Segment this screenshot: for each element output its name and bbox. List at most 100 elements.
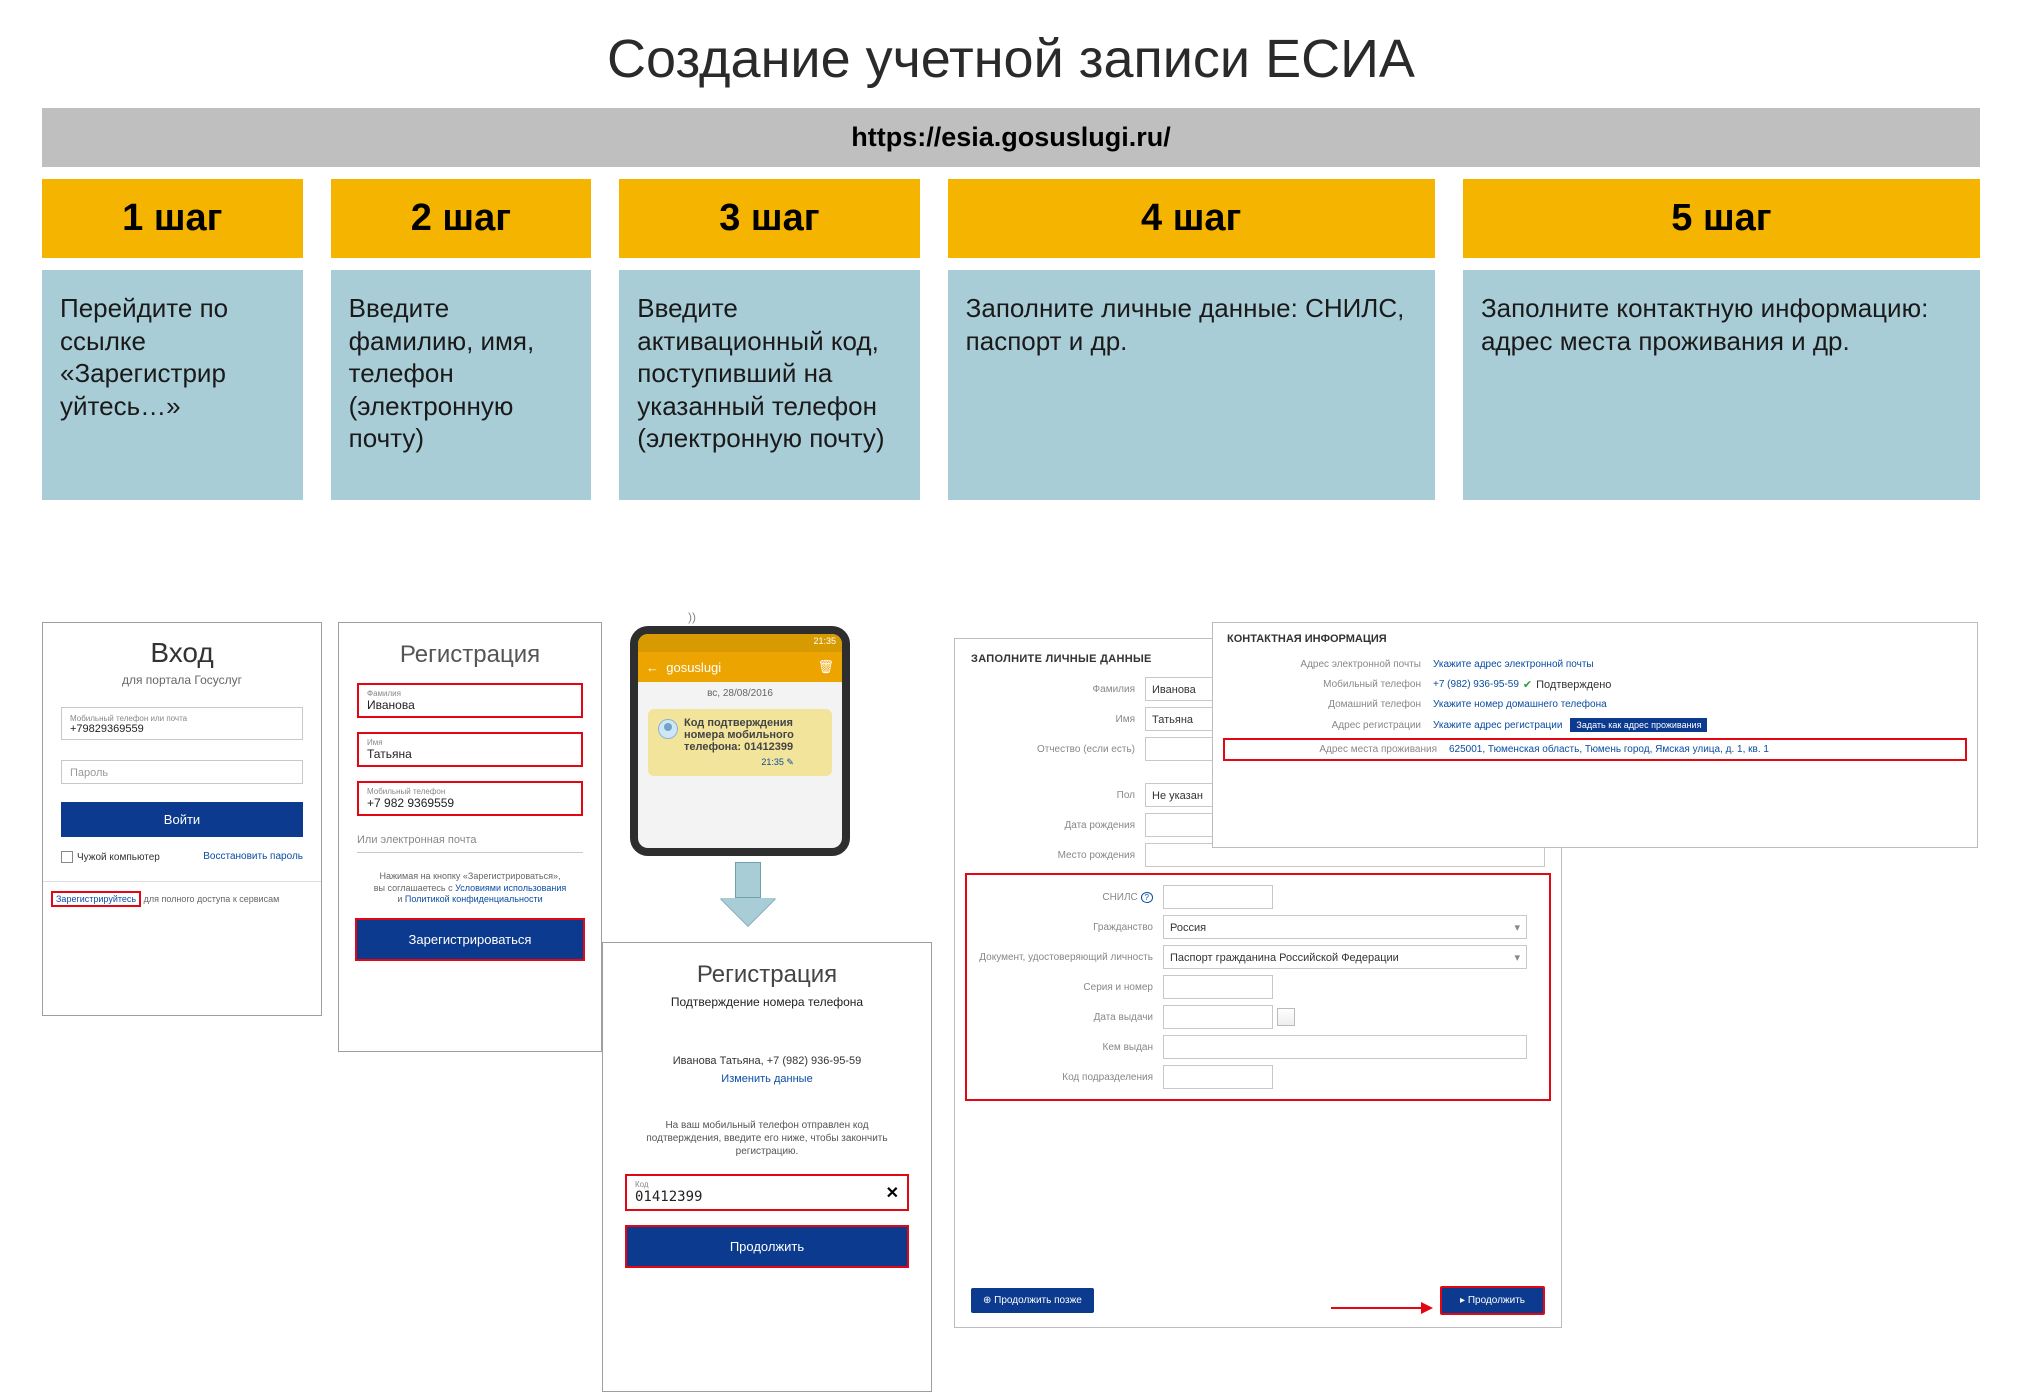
help-icon[interactable]: ? — [1141, 892, 1153, 903]
privacy-link[interactable]: Политикой конфиденциальности — [405, 894, 543, 904]
confirm-subtitle: Подтверждение номера телефона — [603, 995, 931, 1009]
f4-patronymic-label: Отчество (если есть) — [955, 744, 1145, 755]
login-phone-label: Мобильный телефон или почта — [70, 714, 294, 723]
f4-gender-label: Пол — [955, 790, 1145, 801]
step-5-header: 5 шаг — [1463, 179, 1980, 258]
legal-line1: Нажимая на кнопку «Зарегистрироваться», — [379, 871, 560, 881]
f4-highlight-block: СНИЛС ? ГражданствоРоссия Документ, удос… — [965, 873, 1551, 1101]
register-button[interactable]: Зарегистрироваться — [355, 918, 585, 961]
f5-liveaddr-link[interactable]: 625001, Тюменская область, Тюмень город,… — [1449, 744, 1769, 755]
phone-app-name: gosuslugi — [666, 660, 721, 675]
code-value: 01412399 — [635, 1189, 702, 1205]
login-phone-value: +79829369559 — [70, 723, 294, 735]
confirm-name: Иванова Татьяна, +7 (982) 936-95-59 — [603, 1055, 931, 1067]
f5-email-link[interactable]: Укажите адрес электронной почты — [1433, 659, 1594, 670]
clear-icon[interactable]: ✕ — [886, 1183, 899, 1203]
f5-home-label: Домашний телефон — [1213, 699, 1433, 710]
f4-issue-label: Дата выдачи — [973, 1012, 1163, 1023]
f4-issuedby-label: Кем выдан — [973, 1042, 1163, 1053]
f4-name-label: Имя — [955, 714, 1145, 725]
contact-info-form: КОНТАКТНАЯ ИНФОРМАЦИЯ Адрес электронной … — [1212, 622, 1978, 848]
login-footer: Зарегистрируйтесь для полного доступа к … — [51, 894, 313, 904]
back-icon[interactable]: ← gosuslugi — [646, 660, 721, 675]
f4-series-input[interactable] — [1163, 975, 1273, 999]
screenshots-area: Вход для портала Госуслуг Мобильный теле… — [42, 622, 1980, 1382]
phone-field[interactable]: Мобильный телефон +7 982 9369559 — [357, 781, 583, 816]
recover-password-link[interactable]: Восстановить пароль — [203, 851, 303, 863]
step-1-header: 1 шаг — [42, 179, 303, 258]
f5-mob-value[interactable]: +7 (982) 936-95-59 — [1433, 679, 1519, 690]
f5-email-label: Адрес электронной почты — [1213, 659, 1433, 670]
form5-header: КОНТАКТНАЯ ИНФОРМАЦИЯ — [1213, 623, 1977, 651]
trash-icon[interactable]: 🗑 — [817, 659, 834, 675]
f5-home-link[interactable]: Укажите номер домашнего телефона — [1433, 699, 1607, 710]
step-4-body: Заполните личные данные: СНИЛС, паспорт … — [948, 270, 1435, 500]
register-link[interactable]: Зарегистрируйтесь — [51, 891, 141, 907]
f5-mob-label: Мобильный телефон — [1213, 679, 1433, 690]
step-1-body: Перейдите по ссылке «Зарегистрир уйтесь…… — [42, 270, 303, 500]
calendar-icon[interactable] — [1277, 1008, 1295, 1026]
name-field[interactable]: Имя Татьяна — [357, 732, 583, 767]
f4-pob-label: Место рождения — [955, 850, 1145, 861]
f4-surname-label: Фамилия — [955, 684, 1145, 695]
sms-line2: номера мобильного — [684, 729, 794, 741]
sms-time: 21:35 ✎ — [684, 757, 794, 768]
sms-line3: телефона: 01412399 — [684, 741, 793, 753]
or-email-field[interactable]: Или электронная почта — [357, 834, 583, 853]
f4-citizen-select[interactable]: Россия — [1163, 915, 1527, 939]
set-as-residence-button[interactable]: Задать как адрес проживания — [1570, 718, 1707, 732]
legal-line2: вы соглашаетесь с — [374, 883, 455, 893]
registration-title: Регистрация — [339, 641, 601, 669]
arrow-down-icon — [720, 862, 776, 926]
f4-issue-input[interactable] — [1163, 1005, 1273, 1029]
phone-app-bar: ← gosuslugi 🗑 — [638, 652, 842, 682]
step-headers-row: 1 шаг 2 шаг 3 шаг 4 шаг 5 шаг — [42, 179, 1980, 258]
surname-field[interactable]: Фамилия Иванова — [357, 683, 583, 718]
register-tail: для полного доступа к сервисам — [141, 894, 279, 904]
registration-panel: Регистрация Фамилия Иванова Имя Татьяна … — [338, 622, 602, 1052]
legal-line3: и — [397, 894, 405, 904]
checkbox-icon — [61, 851, 73, 863]
step-bodies-row: Перейдите по ссылке «Зарегистрир уйтесь…… — [42, 270, 1980, 500]
terms-link[interactable]: Условиями использования — [455, 883, 566, 893]
f5-regaddr-link[interactable]: Укажите адрес регистрации — [1433, 720, 1562, 731]
f4-snils-input[interactable] — [1163, 885, 1273, 909]
step-2-body: Введите фамилию, имя, телефон (электронн… — [331, 270, 592, 500]
continue-button[interactable]: Продолжить — [625, 1225, 909, 1268]
login-title: Вход — [43, 637, 321, 669]
url-bar: https://esia.gosuslugi.ru/ — [42, 108, 1980, 167]
arrow-right-icon — [1331, 1307, 1431, 1309]
step-3-header: 3 шаг — [619, 179, 919, 258]
f4-dob-label: Дата рождения — [955, 820, 1145, 831]
f4-issuedby-input[interactable] — [1163, 1035, 1527, 1059]
f4-doc-label: Документ, удостоверяющий личность — [973, 952, 1163, 963]
name-label: Имя — [367, 738, 573, 747]
f4-dept-label: Код подразделения — [973, 1072, 1163, 1083]
login-password-placeholder: Пароль — [70, 767, 108, 779]
change-data-link[interactable]: Изменить данные — [603, 1073, 931, 1085]
phone-screen: 21:35 ← gosuslugi 🗑 вс, 28/08/2016 Код п… — [638, 634, 842, 848]
f4-doc-select[interactable]: Паспорт гражданина Российской Федерации — [1163, 945, 1527, 969]
phone-label: Мобильный телефон — [367, 787, 573, 796]
phone-frame: 21:35 ← gosuslugi 🗑 вс, 28/08/2016 Код п… — [630, 626, 850, 856]
login-divider — [43, 881, 321, 882]
confirm-panel: Регистрация Подтверждение номера телефон… — [602, 942, 932, 1392]
step-3-body: Введите активационный код, поступивший н… — [619, 270, 919, 500]
sms-date: вс, 28/08/2016 — [638, 682, 842, 705]
signin-button[interactable]: Войти — [61, 802, 303, 837]
sms-line1: Код подтверждения — [684, 717, 793, 729]
login-phone-field[interactable]: Мобильный телефон или почта +79829369559 — [61, 707, 303, 740]
surname-label: Фамилия — [367, 689, 573, 698]
f4-footer: ⊕ Продолжить позже ▸ Продолжить — [955, 1286, 1561, 1315]
f4-snils-label: СНИЛС ? — [973, 892, 1163, 903]
code-field[interactable]: Код 01412399 ✕ — [625, 1174, 909, 1211]
login-panel: Вход для портала Госуслуг Мобильный теле… — [42, 622, 322, 1016]
login-password-field[interactable]: Пароль — [61, 760, 303, 784]
continue-later-button[interactable]: ⊕ Продолжить позже — [971, 1288, 1094, 1313]
step-2-header: 2 шаг — [331, 179, 592, 258]
foreign-pc-label: Чужой компьютер — [77, 852, 160, 863]
f4-continue-button[interactable]: ▸ Продолжить — [1440, 1286, 1545, 1315]
f4-dept-input[interactable] — [1163, 1065, 1273, 1089]
f5-liveaddr-label: Адрес места проживания — [1229, 744, 1449, 755]
foreign-pc-checkbox[interactable]: Чужой компьютер — [61, 851, 160, 863]
